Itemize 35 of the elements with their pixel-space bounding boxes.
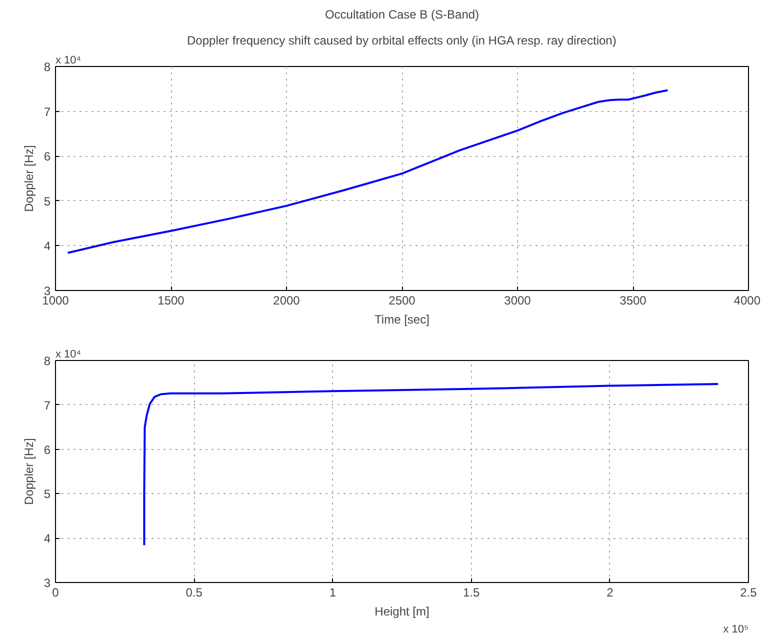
x-tick-label: 1500 xyxy=(158,294,185,308)
x-tick-label: 1.5 xyxy=(462,586,480,600)
x-tick-label: 2.5 xyxy=(740,586,758,600)
x-tick-label: 2 xyxy=(606,586,614,600)
x-tick-label: 3500 xyxy=(620,294,647,308)
chart-subtitle: Doppler frequency shift caused by orbital effects only (in HGA resp. ray direction) xyxy=(187,34,616,48)
x-tick-label: 0 xyxy=(52,586,60,600)
x-axis-title: Time [sec] xyxy=(374,312,430,326)
y-tick-label: 6 xyxy=(44,150,51,164)
y-tick-label: 4 xyxy=(44,532,51,546)
y-tick-label: 7 xyxy=(44,398,51,412)
x-tick-label: 1 xyxy=(329,586,336,600)
line-series xyxy=(143,383,720,546)
y-tick-label: 8 xyxy=(44,60,51,74)
y-tick-label: 3 xyxy=(44,576,51,590)
text: x 10⁵ xyxy=(723,624,749,636)
y-tick-label: 7 xyxy=(44,104,51,119)
y-tick-label: 5 xyxy=(44,194,51,208)
x-tick-label: 4000 xyxy=(734,294,761,308)
y-axis-title: Doppler [Hz] xyxy=(22,438,36,505)
x-tick-label: 2500 xyxy=(388,294,416,308)
x-axis-title: Height [m] xyxy=(374,604,430,618)
x-tick-label: 0.5 xyxy=(186,586,203,600)
y-tick-label: 6 xyxy=(44,442,51,457)
y-tick-label: 4 xyxy=(44,239,51,254)
text: x 10⁴ xyxy=(56,54,82,66)
annotation: x 10⁴ xyxy=(56,348,82,360)
y-tick-label: 5 xyxy=(44,487,51,502)
x-tick-label: 3000 xyxy=(504,294,532,308)
y-tick-label: 8 xyxy=(44,354,51,368)
x-tick-label: 1000 xyxy=(42,294,70,308)
y-axis-title: Doppler [Hz] xyxy=(22,145,36,212)
x-tick-label: 2000 xyxy=(273,294,300,308)
chart-title: Occultation Case B (S-Band) xyxy=(324,8,480,22)
line-series xyxy=(66,89,669,254)
